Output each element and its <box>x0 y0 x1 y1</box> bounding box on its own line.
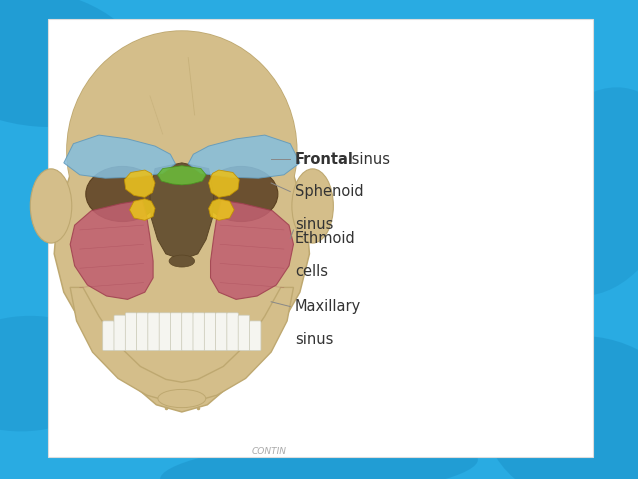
Ellipse shape <box>67 31 297 271</box>
Polygon shape <box>130 199 155 220</box>
FancyBboxPatch shape <box>148 313 160 351</box>
FancyBboxPatch shape <box>114 315 126 351</box>
Text: Ethmoid: Ethmoid <box>295 231 355 246</box>
Ellipse shape <box>292 169 333 243</box>
Ellipse shape <box>67 31 297 271</box>
Ellipse shape <box>0 0 144 127</box>
Polygon shape <box>70 200 153 299</box>
FancyBboxPatch shape <box>170 313 182 351</box>
Polygon shape <box>209 199 234 220</box>
Polygon shape <box>209 170 239 197</box>
Text: CONTIN: CONTIN <box>252 447 287 456</box>
FancyBboxPatch shape <box>125 313 137 351</box>
FancyBboxPatch shape <box>249 321 261 351</box>
FancyBboxPatch shape <box>159 313 170 351</box>
FancyBboxPatch shape <box>204 313 216 351</box>
Ellipse shape <box>521 87 638 296</box>
Ellipse shape <box>169 255 195 267</box>
Polygon shape <box>54 175 309 412</box>
Text: sinus: sinus <box>295 331 333 347</box>
FancyBboxPatch shape <box>137 313 148 351</box>
FancyBboxPatch shape <box>238 315 249 351</box>
Polygon shape <box>70 287 293 403</box>
Ellipse shape <box>204 167 278 222</box>
Polygon shape <box>124 170 155 197</box>
Ellipse shape <box>30 169 71 243</box>
Text: cells: cells <box>295 263 328 279</box>
Polygon shape <box>211 200 293 299</box>
Polygon shape <box>64 135 175 178</box>
Polygon shape <box>150 163 214 260</box>
Text: sinus: sinus <box>295 217 333 232</box>
Ellipse shape <box>85 167 159 222</box>
Polygon shape <box>158 166 206 185</box>
Text: sinus: sinus <box>347 151 390 167</box>
FancyBboxPatch shape <box>182 313 193 351</box>
Ellipse shape <box>484 336 638 479</box>
Text: Maxillary: Maxillary <box>295 299 361 314</box>
FancyBboxPatch shape <box>216 313 227 351</box>
FancyBboxPatch shape <box>103 321 114 351</box>
Text: Frontal: Frontal <box>295 151 353 167</box>
FancyBboxPatch shape <box>193 313 205 351</box>
Ellipse shape <box>158 389 205 408</box>
FancyBboxPatch shape <box>227 313 239 351</box>
FancyBboxPatch shape <box>48 19 593 457</box>
Ellipse shape <box>160 439 478 479</box>
Text: Sphenoid: Sphenoid <box>295 184 364 199</box>
Polygon shape <box>188 135 300 178</box>
Ellipse shape <box>0 316 114 432</box>
